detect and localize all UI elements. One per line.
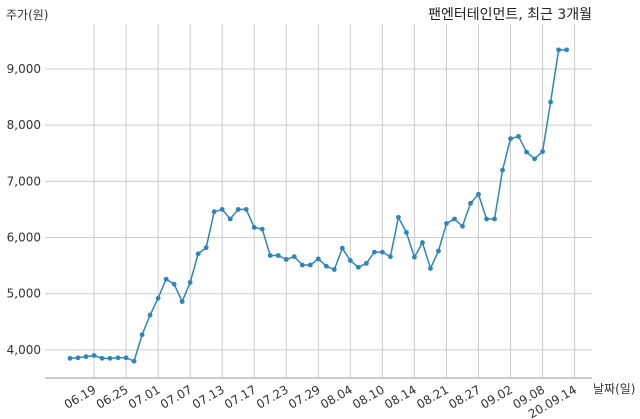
data-point bbox=[500, 167, 505, 173]
data-point bbox=[83, 354, 89, 360]
data-point bbox=[283, 257, 289, 262]
data-point bbox=[460, 223, 465, 229]
data-point bbox=[444, 221, 449, 226]
data-point bbox=[548, 99, 553, 105]
data-point bbox=[404, 230, 409, 235]
chart-title: 팬엔터테인먼트, 최근 3개월 bbox=[428, 7, 592, 23]
data-point bbox=[315, 256, 321, 262]
data-point bbox=[107, 355, 113, 361]
data-point bbox=[379, 249, 385, 255]
data-point bbox=[227, 216, 233, 222]
data-point bbox=[259, 226, 265, 232]
data-point bbox=[171, 281, 177, 287]
data-point bbox=[420, 240, 425, 245]
data-point bbox=[115, 355, 121, 361]
data-point bbox=[235, 207, 241, 212]
x-tick-label: 08.14 bbox=[382, 382, 419, 411]
x-tick-label: 08.10 bbox=[350, 382, 387, 411]
data-point bbox=[179, 299, 185, 304]
data-point bbox=[428, 266, 433, 271]
data-point bbox=[363, 260, 369, 266]
x-tick-label: 08.27 bbox=[446, 382, 483, 411]
data-point bbox=[492, 216, 497, 222]
data-point bbox=[291, 254, 297, 260]
price-series bbox=[67, 47, 570, 364]
data-point bbox=[147, 312, 153, 318]
data-point bbox=[532, 156, 537, 162]
data-point bbox=[195, 251, 201, 257]
data-point bbox=[524, 149, 529, 155]
data-point bbox=[540, 149, 545, 154]
data-point bbox=[331, 267, 337, 272]
x-tick-label: 07.07 bbox=[158, 382, 195, 411]
data-point bbox=[67, 355, 73, 361]
grid bbox=[45, 24, 592, 379]
data-point bbox=[219, 207, 225, 212]
data-point bbox=[564, 47, 570, 53]
x-axis-label: 날짜(일) bbox=[593, 382, 635, 396]
data-point bbox=[91, 353, 97, 358]
data-point bbox=[139, 332, 145, 338]
data-point bbox=[339, 245, 345, 251]
data-point bbox=[355, 264, 361, 270]
x-tick-label: 08.21 bbox=[414, 382, 451, 411]
y-tick-label: 9,000 bbox=[7, 62, 41, 76]
data-point bbox=[484, 216, 489, 222]
x-tick-label: 09.02 bbox=[478, 382, 515, 411]
y-tick-label: 5,000 bbox=[7, 287, 41, 301]
data-point bbox=[267, 253, 273, 258]
x-tick-label: 07.13 bbox=[190, 382, 227, 411]
data-point bbox=[508, 136, 513, 142]
x-tick-label: 06.25 bbox=[94, 382, 131, 411]
data-point bbox=[371, 249, 377, 255]
data-point bbox=[211, 209, 217, 215]
data-point bbox=[299, 262, 305, 268]
data-point bbox=[323, 263, 329, 269]
data-point bbox=[275, 253, 281, 258]
data-point bbox=[556, 47, 562, 53]
data-point bbox=[436, 248, 441, 254]
y-axis-ticks: 4,000 5,000 6,000 7,000 8,000 9,000 bbox=[7, 62, 41, 357]
x-tick-label: 07.29 bbox=[286, 382, 323, 411]
data-point bbox=[388, 254, 393, 260]
y-axis-label: 주가(원) bbox=[6, 8, 48, 22]
y-tick-label: 6,000 bbox=[7, 231, 41, 245]
data-point bbox=[516, 133, 521, 139]
x-tick-label: 07.17 bbox=[222, 382, 259, 411]
x-tick-label: 06.19 bbox=[62, 382, 99, 411]
data-point bbox=[452, 216, 457, 222]
data-point bbox=[99, 355, 105, 361]
data-point bbox=[476, 191, 481, 197]
data-point bbox=[396, 214, 401, 220]
y-tick-label: 7,000 bbox=[7, 174, 41, 188]
x-tick-label: 07.23 bbox=[254, 382, 291, 411]
data-point bbox=[163, 276, 169, 282]
data-point bbox=[251, 225, 257, 230]
data-point bbox=[468, 200, 473, 206]
data-point bbox=[187, 280, 193, 285]
data-point bbox=[243, 207, 249, 212]
data-point bbox=[412, 254, 417, 260]
x-axis-ticks: 06.1906.2507.0107.0707.1307.1707.2307.29… bbox=[62, 382, 579, 419]
data-point bbox=[75, 355, 81, 361]
data-point bbox=[123, 355, 129, 361]
data-point bbox=[203, 245, 209, 251]
x-tick-label: 08.04 bbox=[318, 382, 355, 411]
data-point bbox=[155, 295, 161, 301]
y-tick-label: 8,000 bbox=[7, 118, 41, 132]
data-point bbox=[307, 262, 313, 268]
y-tick-label: 4,000 bbox=[7, 343, 41, 357]
data-point bbox=[347, 258, 353, 263]
data-point bbox=[131, 358, 137, 364]
x-tick-label: 07.01 bbox=[126, 382, 163, 411]
